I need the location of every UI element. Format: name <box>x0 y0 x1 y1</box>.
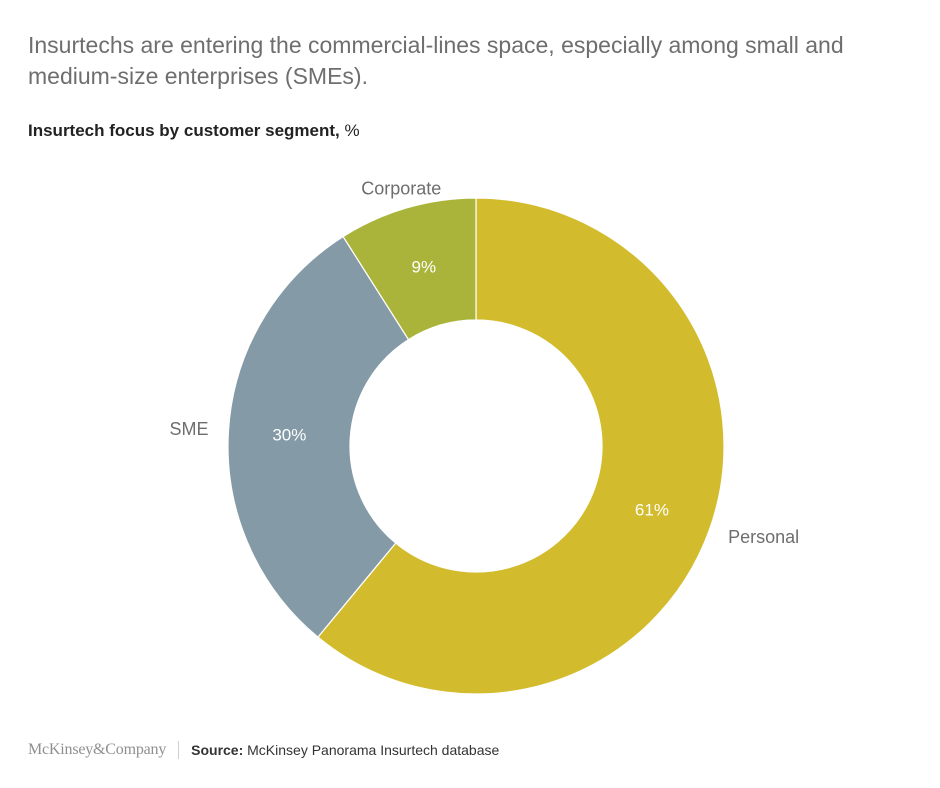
data-label-corporate: 9% <box>412 257 437 276</box>
category-label-corporate: Corporate <box>361 179 441 199</box>
chart-subtitle: Insurtech focus by customer segment, % <box>28 121 360 141</box>
footer-divider <box>178 741 180 759</box>
chart-headline: Insurtechs are entering the commercial-l… <box>28 32 844 89</box>
source-note: Source: McKinsey Panorama Insurtech data… <box>191 742 499 758</box>
donut-slice-sme <box>227 235 410 638</box>
category-label-personal: Personal <box>728 527 799 547</box>
mckinsey-logo: McKinsey&Company <box>28 741 167 758</box>
category-label-sme: SME <box>170 419 209 439</box>
chart-subtitle-main: Insurtech focus by customer segment, <box>28 121 340 140</box>
source-text: McKinsey Panorama Insurtech database <box>243 742 500 758</box>
data-label-personal: 61% <box>635 500 669 519</box>
data-label-sme: 30% <box>272 425 306 444</box>
chart-subtitle-unit: % <box>339 121 360 140</box>
donut-slice-personal <box>317 197 725 695</box>
source-label: Source: <box>191 742 244 758</box>
footer: McKinsey&Company Source: McKinsey Panora… <box>28 738 499 762</box>
donut-slice-corporate <box>342 197 477 341</box>
